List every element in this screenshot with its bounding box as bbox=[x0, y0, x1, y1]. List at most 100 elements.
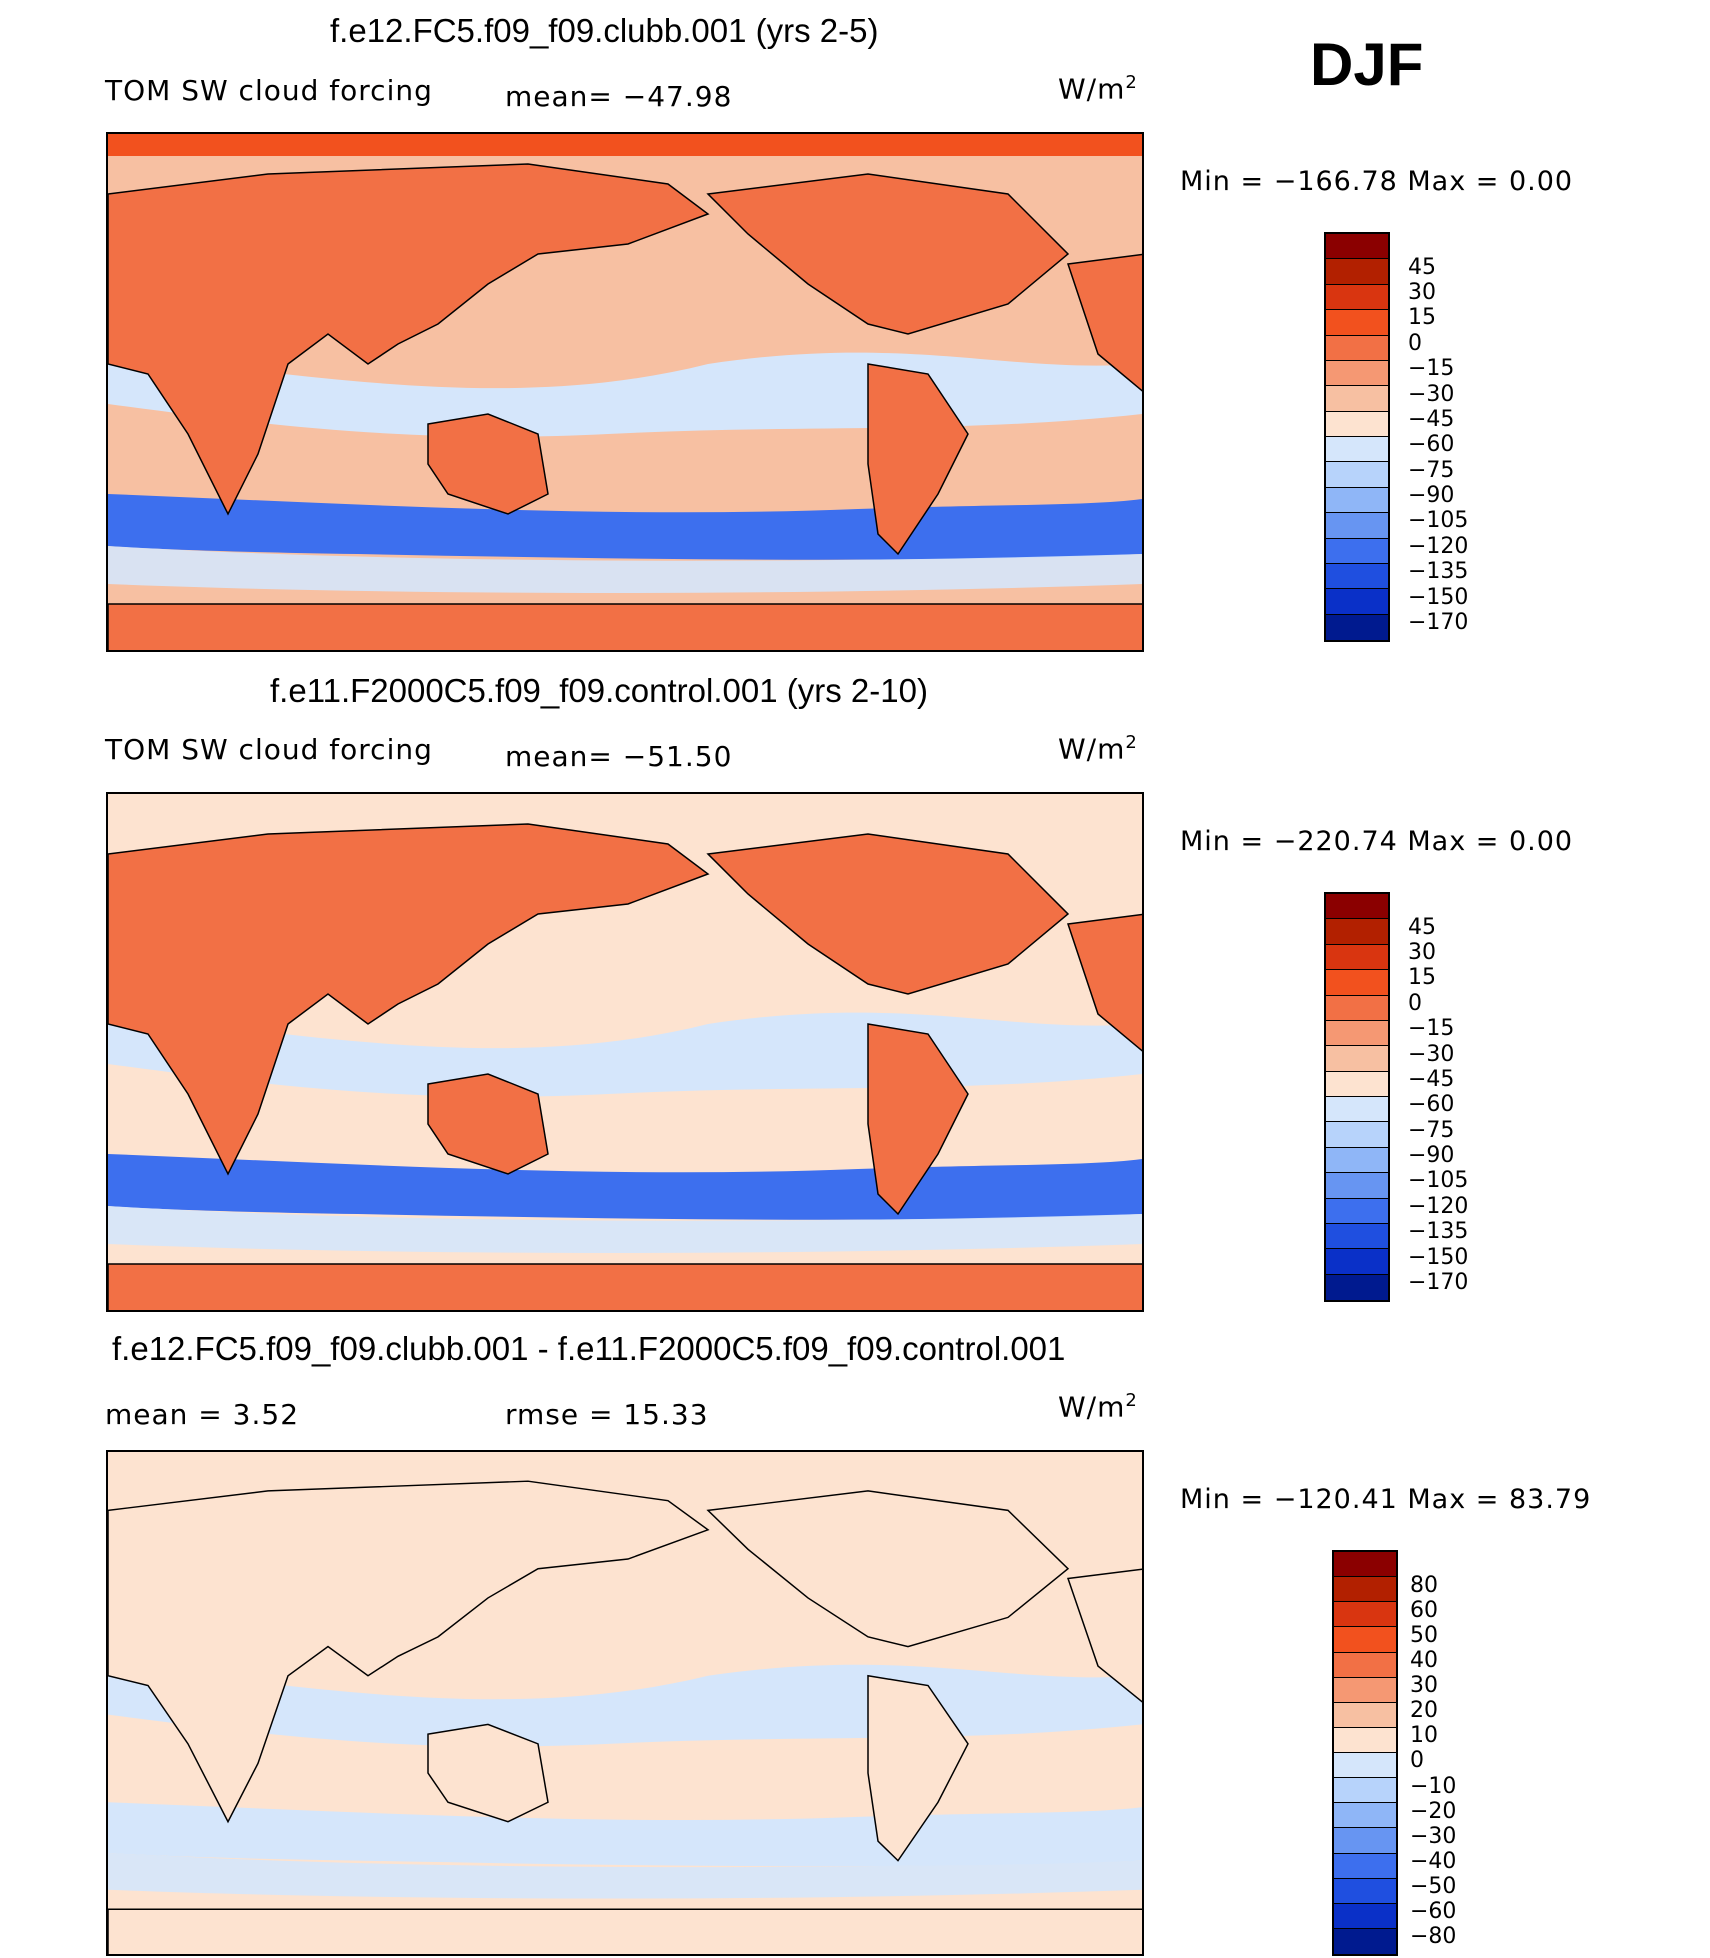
colorbar-swatch bbox=[1326, 310, 1388, 336]
colorbar-swatch bbox=[1326, 894, 1388, 920]
colorbar-tick-label: −60 bbox=[1408, 1092, 1455, 1118]
colorbar-swatch bbox=[1334, 1903, 1396, 1929]
continent-outline bbox=[108, 1908, 1142, 1954]
colorbar-tick-label: −50 bbox=[1410, 1874, 1457, 1900]
colorbar-tick-label: 60 bbox=[1410, 1597, 1438, 1623]
colorbar-tick-label: −150 bbox=[1408, 584, 1469, 610]
colorbar-swatch bbox=[1326, 513, 1388, 539]
map-canvas bbox=[108, 794, 1142, 1310]
colorbar-tick-label: −40 bbox=[1410, 1848, 1457, 1874]
panel-2-title: f.e11.F2000C5.f09_f09.control.001 (yrs 2… bbox=[270, 672, 928, 709]
continent-outline bbox=[427, 413, 549, 515]
colorbar-swatch bbox=[1326, 970, 1388, 996]
colorbar-swatch bbox=[1326, 919, 1388, 945]
colorbar-swatch bbox=[1334, 1677, 1396, 1703]
colorbar-tick-label: 0 bbox=[1410, 1748, 1424, 1774]
continent-outline bbox=[108, 163, 710, 516]
continent-outline bbox=[108, 823, 710, 1176]
continent-outline bbox=[706, 1490, 1070, 1648]
colorbar-tick-label: −15 bbox=[1408, 1016, 1455, 1042]
colorbar-tick-label: −15 bbox=[1408, 356, 1455, 382]
panel-3-rmse-label: rmse = 15.33 bbox=[505, 1398, 709, 1431]
colorbar-swatch bbox=[1334, 1778, 1396, 1804]
colorbar-tick-label: −30 bbox=[1410, 1823, 1457, 1849]
panel-1-map bbox=[106, 132, 1144, 652]
colorbar-tick-label: −60 bbox=[1410, 1899, 1457, 1925]
continent-outline bbox=[108, 1263, 1142, 1310]
colorbar-swatch bbox=[1334, 1627, 1396, 1653]
colorbar-swatch bbox=[1326, 995, 1388, 1021]
colorbar-tick-label: −10 bbox=[1410, 1773, 1457, 1799]
colorbar-swatch bbox=[1326, 1071, 1388, 1097]
panel-2-map bbox=[106, 792, 1144, 1312]
colorbar-swatch bbox=[1326, 284, 1388, 311]
colorbar-swatch bbox=[1326, 1097, 1388, 1123]
colorbar-swatch bbox=[1326, 538, 1388, 564]
colorbar-swatch bbox=[1326, 1122, 1388, 1148]
colorbar-tick-label: 45 bbox=[1408, 254, 1436, 280]
colorbar-swatch bbox=[1326, 589, 1388, 615]
colorbar-tick-label: −105 bbox=[1408, 508, 1469, 534]
continent-outline bbox=[427, 1723, 549, 1823]
colorbar-swatch bbox=[1326, 487, 1388, 514]
panel-2-colorbar-labels: 45 30 15 0 −15 −30 −45 −60 −75 −90 −105 −120 −135 −15… bbox=[1408, 908, 1508, 1308]
panel-1-colorbar-labels: 45 30 15 0 −15 −30 −45 −60 −75 −90 −105 −120 −135 −15… bbox=[1408, 248, 1508, 648]
colorbar-swatch bbox=[1334, 1803, 1396, 1829]
colorbar-tick-label: −30 bbox=[1408, 1041, 1455, 1067]
panel-2-mean-label: mean= −51.50 bbox=[505, 740, 733, 773]
colorbar-tick-label: 0 bbox=[1408, 990, 1422, 1016]
colorbar-swatch bbox=[1334, 1828, 1396, 1854]
continent-outline bbox=[867, 1023, 969, 1216]
colorbar-swatch bbox=[1334, 1652, 1396, 1678]
colorbar-tick-label: 45 bbox=[1408, 914, 1436, 940]
colorbar-tick-label: −45 bbox=[1408, 406, 1455, 432]
colorbar-tick-label: 15 bbox=[1408, 305, 1436, 331]
panel-3-mean-label: mean = 3.52 bbox=[105, 1398, 300, 1431]
continent-outline bbox=[108, 1480, 710, 1824]
colorbar-tick-label: 0 bbox=[1408, 330, 1422, 356]
colorbar-tick-label: −150 bbox=[1408, 1244, 1469, 1270]
continent-outline bbox=[867, 363, 969, 556]
colorbar-tick-label: −105 bbox=[1408, 1168, 1469, 1194]
colorbar-swatch bbox=[1326, 1223, 1388, 1250]
colorbar-swatch bbox=[1326, 386, 1388, 412]
panel-3-map bbox=[106, 1450, 1144, 1956]
colorbar-swatch bbox=[1334, 1928, 1396, 1954]
colorbar-tick-label: 20 bbox=[1410, 1698, 1438, 1724]
panel-3-title: f.e12.FC5.f09_f09.clubb.001 - f.e11.F200… bbox=[112, 1330, 1066, 1367]
colorbar-swatch bbox=[1326, 614, 1388, 640]
continent-outline bbox=[706, 173, 1070, 335]
panel-2-minmax: Min = −220.74 Max = 0.00 bbox=[1180, 826, 1574, 857]
colorbar-swatch bbox=[1326, 1198, 1388, 1224]
colorbar-tick-label: −75 bbox=[1408, 457, 1455, 483]
panel-2-colorbar bbox=[1324, 892, 1390, 1302]
colorbar-swatch bbox=[1326, 259, 1388, 285]
colorbar-tick-label: −90 bbox=[1408, 483, 1455, 509]
panel-1-mean-label: mean= −47.98 bbox=[505, 80, 733, 113]
colorbar-swatch bbox=[1326, 462, 1388, 488]
panel-1-field-label: TOM SW cloud forcing bbox=[105, 74, 433, 107]
colorbar-swatch bbox=[1326, 1249, 1388, 1275]
colorbar-tick-label: −80 bbox=[1410, 1924, 1457, 1950]
colorbar-swatch bbox=[1334, 1853, 1396, 1879]
panel-1-units: W/m2 bbox=[1058, 72, 1138, 106]
continent-outline bbox=[706, 833, 1070, 995]
colorbar-swatch bbox=[1334, 1702, 1396, 1728]
panel-1-title: f.e12.FC5.f09_f09.clubb.001 (yrs 2-5) bbox=[330, 12, 879, 49]
colorbar-swatch bbox=[1326, 360, 1388, 387]
continent-outline bbox=[1067, 253, 1142, 392]
colorbar-tick-label: −45 bbox=[1408, 1066, 1455, 1092]
panel-3-units: W/m2 bbox=[1058, 1390, 1138, 1424]
continent-outline bbox=[108, 603, 1142, 650]
colorbar-swatch bbox=[1334, 1878, 1396, 1904]
colorbar-swatch bbox=[1326, 1173, 1388, 1199]
panel-3-colorbar-labels: 80 60 50 40 30 20 10 0 −10 −20 −30 −40 −50 −60 −80 bbox=[1410, 1566, 1510, 1956]
colorbar-swatch bbox=[1326, 1274, 1388, 1300]
panel-2-field-label: TOM SW cloud forcing bbox=[105, 733, 433, 766]
panel-1-minmax: Min = −166.78 Max = 0.00 bbox=[1180, 166, 1574, 197]
colorbar-swatch bbox=[1334, 1753, 1396, 1779]
colorbar-tick-label: −90 bbox=[1408, 1143, 1455, 1169]
colorbar-swatch bbox=[1326, 944, 1388, 971]
colorbar-tick-label: −30 bbox=[1408, 381, 1455, 407]
colorbar-swatch bbox=[1326, 335, 1388, 361]
